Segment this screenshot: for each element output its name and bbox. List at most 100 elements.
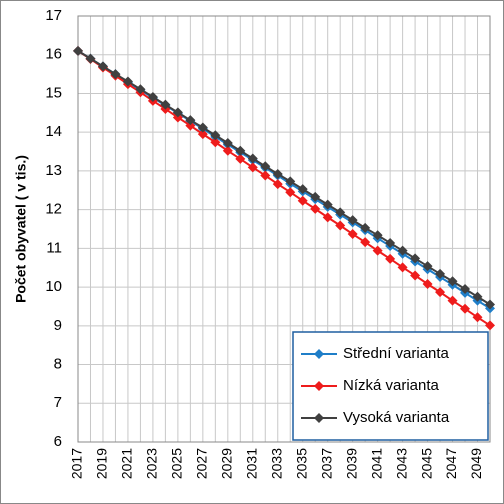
x-tick-label: 2023 bbox=[144, 448, 160, 479]
point bbox=[197, 129, 208, 140]
x-tick-label: 2031 bbox=[243, 448, 259, 479]
y-tick-label: 11 bbox=[46, 239, 62, 256]
x-tick-label: 2027 bbox=[194, 448, 210, 479]
plot-border bbox=[77, 15, 491, 443]
point bbox=[235, 153, 246, 164]
point bbox=[185, 115, 196, 126]
point bbox=[335, 220, 346, 231]
legend-marker bbox=[314, 413, 324, 423]
point bbox=[447, 295, 458, 306]
point bbox=[222, 138, 233, 149]
point bbox=[272, 169, 283, 180]
point bbox=[360, 237, 371, 248]
y-axis-label: Počet obyvatel ( v tis.) bbox=[13, 155, 29, 303]
point bbox=[160, 99, 171, 110]
point bbox=[422, 261, 433, 272]
x-tick-label: 2049 bbox=[468, 448, 484, 479]
y-tick-label: 6 bbox=[54, 433, 62, 450]
point bbox=[122, 76, 133, 87]
point bbox=[372, 245, 383, 256]
y-tick-label: 9 bbox=[54, 317, 62, 334]
point bbox=[472, 291, 483, 302]
point bbox=[285, 176, 296, 187]
point bbox=[297, 184, 308, 195]
y-tick-label: 14 bbox=[45, 123, 62, 140]
y-tick-label: 15 bbox=[45, 84, 62, 101]
point bbox=[310, 191, 321, 202]
y-tick-label: 17 bbox=[45, 7, 62, 24]
x-tick-label: 2043 bbox=[393, 448, 409, 479]
y-tick-label: 16 bbox=[45, 46, 62, 63]
point bbox=[385, 237, 396, 248]
x-tick-label: 2037 bbox=[318, 448, 334, 479]
point bbox=[297, 195, 308, 206]
point bbox=[210, 130, 221, 141]
point bbox=[285, 187, 296, 198]
point bbox=[410, 270, 421, 281]
point bbox=[235, 145, 246, 156]
point bbox=[360, 222, 371, 233]
point bbox=[310, 203, 321, 214]
point bbox=[485, 299, 495, 310]
point bbox=[172, 107, 183, 118]
point bbox=[472, 312, 483, 323]
legend-label: Nízká varianta bbox=[343, 377, 440, 394]
point bbox=[485, 320, 495, 331]
x-tick-label: 2033 bbox=[268, 448, 284, 479]
point bbox=[247, 162, 258, 173]
point bbox=[347, 229, 358, 240]
legend-label: Vysoká varianta bbox=[343, 409, 450, 426]
point bbox=[185, 120, 196, 131]
x-tick-label: 2045 bbox=[418, 448, 434, 479]
legend-marker bbox=[314, 349, 324, 359]
y-tick-label: 8 bbox=[54, 356, 62, 373]
point bbox=[460, 284, 471, 295]
point bbox=[410, 253, 421, 264]
point bbox=[422, 278, 433, 289]
point bbox=[110, 69, 121, 80]
point bbox=[247, 153, 258, 164]
x-tick-label: 2047 bbox=[443, 448, 459, 479]
point bbox=[322, 199, 333, 210]
point bbox=[97, 61, 108, 72]
legend-label: Střední varianta bbox=[343, 345, 450, 362]
x-tick-label: 2017 bbox=[69, 448, 85, 479]
x-tick-label: 2019 bbox=[94, 448, 110, 479]
x-tick-label: 2035 bbox=[293, 448, 309, 479]
point bbox=[210, 137, 221, 148]
point bbox=[460, 303, 471, 314]
point bbox=[385, 253, 396, 264]
point bbox=[197, 122, 208, 133]
point bbox=[347, 215, 358, 226]
point bbox=[135, 84, 146, 95]
y-tick-label: 7 bbox=[54, 394, 62, 411]
point bbox=[260, 170, 271, 181]
point bbox=[272, 179, 283, 190]
y-tick-label: 10 bbox=[45, 278, 62, 295]
point bbox=[85, 53, 96, 64]
x-tick-label: 2025 bbox=[169, 448, 185, 479]
point bbox=[260, 161, 271, 172]
point bbox=[435, 287, 446, 298]
y-tick-label: 12 bbox=[45, 201, 62, 218]
x-tick-label: 2041 bbox=[368, 448, 384, 479]
x-tick-label: 2039 bbox=[343, 448, 359, 479]
point bbox=[435, 268, 446, 279]
x-tick-label: 2021 bbox=[119, 448, 135, 479]
point bbox=[447, 276, 458, 287]
point bbox=[322, 212, 333, 223]
point bbox=[397, 262, 408, 273]
point bbox=[147, 91, 158, 102]
point bbox=[73, 45, 83, 56]
point bbox=[335, 207, 346, 218]
series-line bbox=[77, 50, 491, 327]
point bbox=[222, 145, 233, 156]
point bbox=[372, 230, 383, 241]
series-line bbox=[77, 50, 491, 306]
legend-marker bbox=[314, 381, 324, 391]
y-tick-label: 13 bbox=[45, 162, 62, 179]
point bbox=[397, 245, 408, 256]
x-tick-label: 2029 bbox=[219, 448, 235, 479]
